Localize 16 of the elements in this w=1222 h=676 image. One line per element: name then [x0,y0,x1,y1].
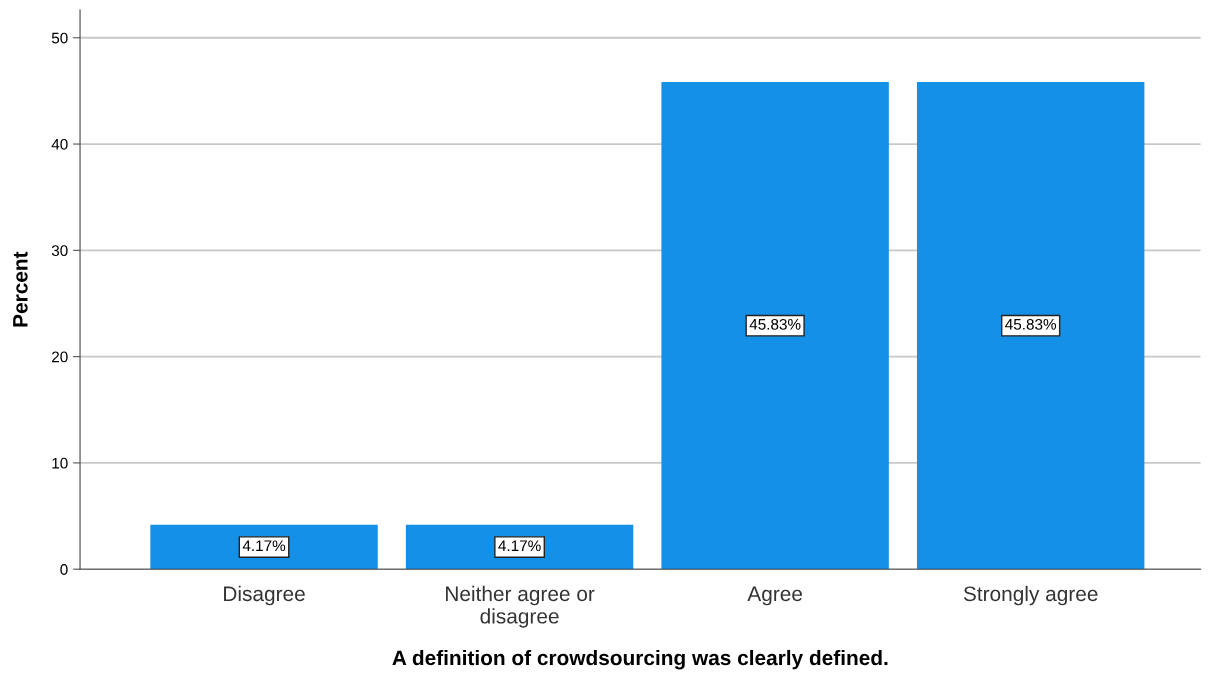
y-axis-title: Percent [13,251,28,327]
x-axis-title: A definition of crowdsourcing was clearly defined. [392,649,888,670]
data-label: 4.17% [498,540,541,552]
x-tick-label: Agree [747,586,802,606]
y-tick-label: 20 [52,351,68,363]
y-tick-label: 10 [52,457,68,469]
x-tick-label: Neither agree or disagree [446,585,595,628]
data-label: 45.83% [1005,318,1057,330]
y-tick-label: 50 [51,32,68,44]
data-label: 45.83% [749,318,801,330]
data-label: 4.17% [242,540,286,552]
y-tick-label: 40 [51,138,68,150]
y-tick-label: 30 [51,245,68,257]
y-tick-label: 0 [60,564,68,575]
x-tick-label: Disagree [224,585,305,606]
x-tick-label: Strongly agree [963,585,1098,606]
